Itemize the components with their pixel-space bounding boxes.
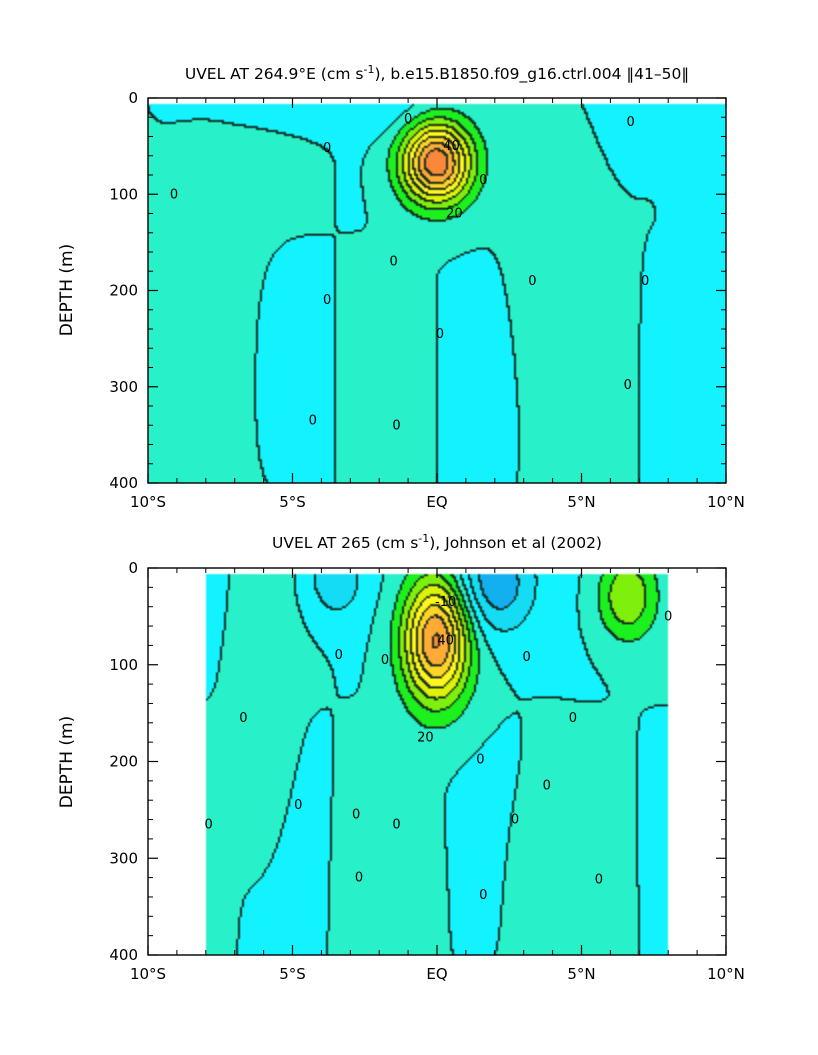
x-tick-label: EQ [426, 965, 447, 983]
contour-label: 20 [446, 207, 463, 222]
contour-label: 0 [476, 753, 484, 768]
contour-label: 0 [436, 327, 444, 342]
contour-label: 0 [626, 115, 634, 130]
y-tick-label: 400 [109, 474, 138, 492]
contour-label: 40 [437, 634, 454, 649]
panel-top-contour-labels: 0 0 0 0 0 0 0 0 0 0 0 0 0 20 40 [170, 112, 649, 433]
contour-label: 0 [522, 650, 530, 665]
contour-label: 0 [528, 274, 536, 289]
contour-label: -10 [435, 595, 456, 610]
contour-label: 0 [239, 711, 247, 726]
panel-top-contour-field [148, 98, 726, 483]
x-tick-label: 5°S [279, 965, 306, 983]
x-tick-label: 10°S [130, 493, 166, 511]
y-tick-label: 0 [128, 559, 138, 577]
contour-label: 0 [511, 813, 519, 828]
contour-label: 0 [569, 711, 577, 726]
contour-label: 0 [355, 871, 363, 886]
contour-label: 0 [335, 648, 343, 663]
contour-label: 20 [417, 730, 434, 745]
x-tick-label: EQ [426, 493, 447, 511]
y-tick-label: 200 [109, 282, 138, 300]
contour-label: 0 [294, 798, 302, 813]
contour-label: 0 [479, 173, 487, 188]
y-tick-label: 100 [109, 656, 138, 674]
contour-label: 0 [205, 817, 213, 832]
panel-bottom-y-axis-label: DEPTH (m) [57, 716, 77, 808]
x-tick-label: 10°N [707, 493, 745, 511]
contour-label: 0 [595, 873, 603, 888]
contour-label: 0 [624, 378, 632, 393]
x-tick-label: 10°S [130, 965, 166, 983]
contour-label: 0 [309, 413, 317, 428]
panel-bottom-contour-labels: 0 0 0 0 0 0 0 0 0 0 0 0 0 0 0 0 20 40 -10 [205, 595, 673, 903]
x-tick-label: 10°N [707, 965, 745, 983]
contour-label: 0 [641, 274, 649, 289]
contour-label: 0 [352, 808, 360, 823]
contour-label: 0 [381, 653, 389, 668]
contour-label: 0 [404, 112, 412, 127]
contour-label: 40 [443, 139, 460, 154]
contour-label: 0 [390, 255, 398, 270]
y-tick-label: 300 [109, 378, 138, 396]
x-tick-label: 5°S [279, 493, 306, 511]
contour-label: 0 [392, 817, 400, 832]
y-tick-label: 100 [109, 185, 138, 203]
contour-label: 0 [170, 187, 178, 202]
x-tick-label: 5°N [567, 965, 595, 983]
panel-top-title: UVEL AT 264.9°E (cm s-1), b.e15.B1850.f0… [185, 63, 689, 84]
panel-bottom-contour-image [148, 568, 726, 955]
contour-label: 0 [664, 609, 672, 624]
panel-top-y-axis-label: DEPTH (m) [57, 244, 77, 336]
contour-label: 0 [323, 293, 331, 308]
contour-label: 0 [479, 888, 487, 903]
contour-label: 0 [543, 779, 551, 794]
contour-label: 0 [323, 141, 331, 156]
panel-bottom: UVEL AT 265 (cm s-1), Johnson et al (200… [57, 532, 745, 983]
panel-bottom-title: UVEL AT 265 (cm s-1), Johnson et al (200… [272, 532, 602, 552]
y-tick-label: 300 [109, 849, 138, 867]
y-tick-label: 0 [128, 89, 138, 107]
panel-top: UVEL AT 264.9°E (cm s-1), b.e15.B1850.f0… [57, 63, 745, 511]
panel-top-contour-image [148, 98, 726, 483]
contour-label: 0 [392, 418, 400, 433]
x-tick-label: 5°N [567, 493, 595, 511]
y-tick-label: 200 [109, 753, 138, 771]
y-tick-label: 400 [109, 946, 138, 964]
panel-bottom-contour-field [148, 568, 726, 955]
